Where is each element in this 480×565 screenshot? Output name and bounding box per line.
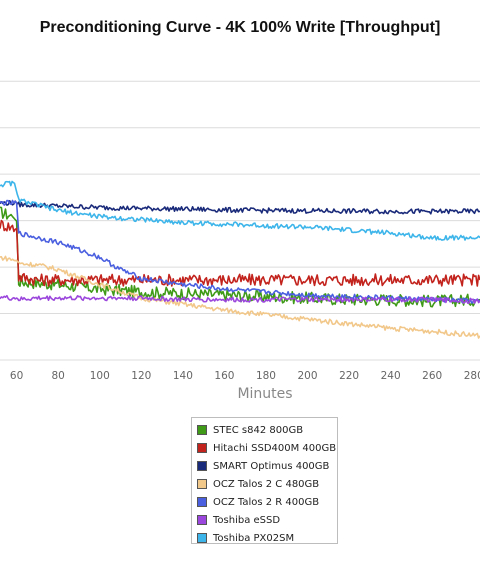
series-line-hitachi-ssd400m-400gb <box>0 219 480 287</box>
chart-title: Preconditioning Curve - 4K 100% Write [T… <box>39 19 441 36</box>
legend-label: Toshiba eSSD <box>213 514 281 526</box>
legend: STEC s842 800GB Hitachi SSD400M 400GB SMAR… <box>191 417 338 544</box>
x-tick-label: 240 <box>381 370 401 382</box>
x-axis-label: Minutes <box>237 386 293 402</box>
x-tick-label: 280 <box>464 370 480 382</box>
legend-label: OCZ Talos 2 C 480GB <box>213 478 320 490</box>
x-tick-label: 80 <box>51 370 64 382</box>
legend-item: Toshiba eSSD <box>197 511 337 529</box>
legend-item: STEC s842 800GB <box>197 421 337 439</box>
legend-label: Toshiba PX02SM <box>213 532 295 544</box>
series-line-toshiba-px02sm <box>0 180 480 241</box>
x-tick-label: 220 <box>339 370 359 382</box>
legend-item: SMART Optimus 400GB <box>197 457 337 475</box>
x-tick-label: 100 <box>90 370 110 382</box>
legend-swatch <box>197 515 207 525</box>
legend-label: SMART Optimus 400GB <box>213 460 330 472</box>
x-tick-label: 60 <box>10 370 23 382</box>
x-tick-label: 160 <box>214 370 234 382</box>
series-line-smart-optimus-400gb <box>0 200 480 215</box>
legend-swatch <box>197 479 207 489</box>
legend-swatch <box>197 533 207 543</box>
legend-item: OCZ Talos 2 R 400GB <box>197 493 337 511</box>
legend-swatch <box>197 461 207 471</box>
x-tick-label: 180 <box>256 370 276 382</box>
legend-item: Toshiba PX02SM <box>197 529 337 547</box>
legend-swatch <box>197 443 207 453</box>
series-line-ocz-talos-2-r-400gb <box>0 199 480 304</box>
legend-item: Hitachi SSD400M 400GB <box>197 439 337 457</box>
x-tick-label: 140 <box>173 370 193 382</box>
series-line-ocz-talos-2-c-480gb <box>0 255 480 339</box>
legend-label: OCZ Talos 2 R 400GB <box>213 496 320 508</box>
x-tick-label: 120 <box>131 370 151 382</box>
x-tick-label: 200 <box>298 370 318 382</box>
legend-swatch <box>197 425 207 435</box>
series-line-toshiba-essd <box>0 294 480 304</box>
series-line-stec-s842-800gb <box>0 206 480 308</box>
legend-swatch <box>197 497 207 507</box>
legend-label: Hitachi SSD400M 400GB <box>213 442 337 454</box>
x-tick-label: 260 <box>422 370 442 382</box>
legend-item: OCZ Talos 2 C 480GB <box>197 475 337 493</box>
legend-label: STEC s842 800GB <box>213 424 304 436</box>
